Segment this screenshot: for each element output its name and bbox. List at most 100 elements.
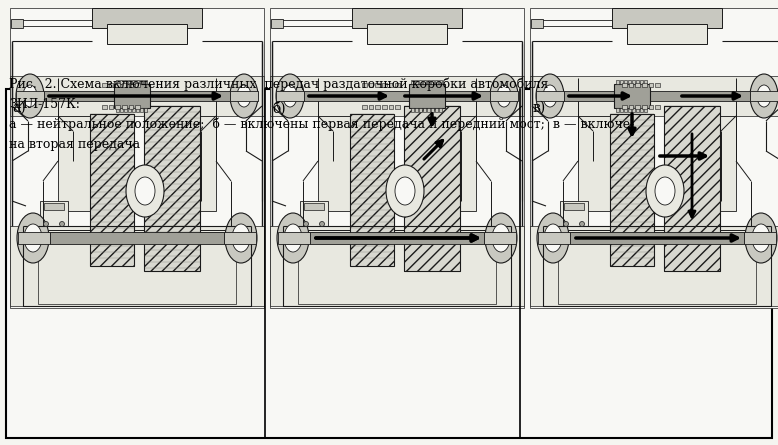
Bar [276, 91, 304, 101]
Bar [531, 19, 543, 28]
Bar [622, 83, 626, 87]
Ellipse shape [655, 177, 675, 205]
Bar [298, 232, 496, 304]
Bar [490, 91, 518, 101]
Bar [369, 105, 373, 109]
Bar [616, 80, 619, 84]
Ellipse shape [24, 224, 42, 252]
Bar [278, 232, 310, 244]
Bar [536, 91, 564, 101]
Text: Рис.  2. Схема включения различных  передач раздаточной коробки автомобиля: Рис. 2. Схема включения различных переда… [9, 78, 548, 91]
Bar [636, 83, 640, 87]
Ellipse shape [283, 85, 297, 107]
Bar [304, 203, 324, 210]
Bar [411, 80, 414, 84]
Bar [578, 116, 647, 211]
Bar [367, 24, 447, 44]
Bar [655, 83, 660, 87]
Bar [140, 108, 143, 112]
Bar [128, 108, 131, 112]
Bar [375, 83, 380, 87]
Bar [300, 201, 328, 226]
Bar [140, 80, 143, 84]
Bar [640, 80, 643, 84]
Bar [132, 80, 135, 84]
Bar [543, 230, 771, 306]
Ellipse shape [490, 74, 518, 118]
Bar [624, 108, 627, 112]
Bar [352, 8, 462, 28]
Ellipse shape [543, 85, 557, 107]
Bar [11, 19, 23, 28]
Bar [435, 108, 438, 112]
Ellipse shape [745, 213, 777, 263]
Bar [128, 80, 131, 84]
Bar [439, 108, 442, 112]
Ellipse shape [536, 74, 564, 118]
Bar [419, 108, 422, 112]
Text: на вторая передача: на вторая передача [9, 138, 141, 151]
Ellipse shape [16, 74, 44, 118]
Bar [10, 76, 264, 116]
Ellipse shape [563, 222, 569, 227]
Bar [411, 108, 414, 112]
Bar [642, 105, 647, 109]
Bar [152, 116, 216, 211]
Bar [415, 80, 418, 84]
Ellipse shape [544, 224, 562, 252]
Bar [58, 116, 127, 211]
Bar [16, 91, 44, 101]
Bar [640, 108, 643, 112]
Bar [115, 83, 120, 87]
Bar [318, 116, 387, 211]
Ellipse shape [17, 213, 49, 263]
Ellipse shape [485, 213, 517, 263]
Bar [628, 80, 631, 84]
Bar [44, 91, 230, 101]
Bar [427, 108, 429, 112]
Bar [624, 80, 627, 84]
Bar [564, 91, 750, 101]
Bar [644, 80, 647, 84]
Ellipse shape [225, 213, 257, 263]
Bar [636, 80, 639, 84]
Bar [107, 24, 187, 44]
Bar [610, 114, 654, 266]
Ellipse shape [237, 85, 251, 107]
Bar [636, 105, 640, 109]
Bar [622, 105, 626, 109]
Bar [664, 106, 720, 271]
Bar [122, 105, 127, 109]
Bar [744, 232, 776, 244]
Bar [128, 105, 133, 109]
Ellipse shape [537, 213, 569, 263]
Ellipse shape [757, 85, 771, 107]
Bar [644, 108, 647, 112]
Bar [560, 201, 588, 226]
Bar [124, 108, 127, 112]
Bar [439, 80, 442, 84]
Bar [116, 108, 119, 112]
Bar [427, 80, 429, 84]
Ellipse shape [135, 177, 155, 205]
Bar [395, 83, 400, 87]
Bar [270, 8, 524, 308]
Bar [629, 105, 633, 109]
Bar [128, 83, 133, 87]
Bar [270, 226, 524, 306]
Bar [570, 232, 744, 244]
Text: б): б) [272, 101, 286, 115]
Bar [369, 83, 373, 87]
Bar [750, 91, 778, 101]
Ellipse shape [284, 224, 302, 252]
Bar [389, 83, 394, 87]
Bar [530, 76, 778, 116]
Ellipse shape [497, 85, 511, 107]
Bar [655, 105, 660, 109]
Bar [627, 24, 707, 44]
Bar [415, 108, 418, 112]
Bar [136, 80, 138, 84]
Bar [558, 232, 756, 304]
Ellipse shape [646, 165, 684, 217]
Bar [120, 80, 123, 84]
